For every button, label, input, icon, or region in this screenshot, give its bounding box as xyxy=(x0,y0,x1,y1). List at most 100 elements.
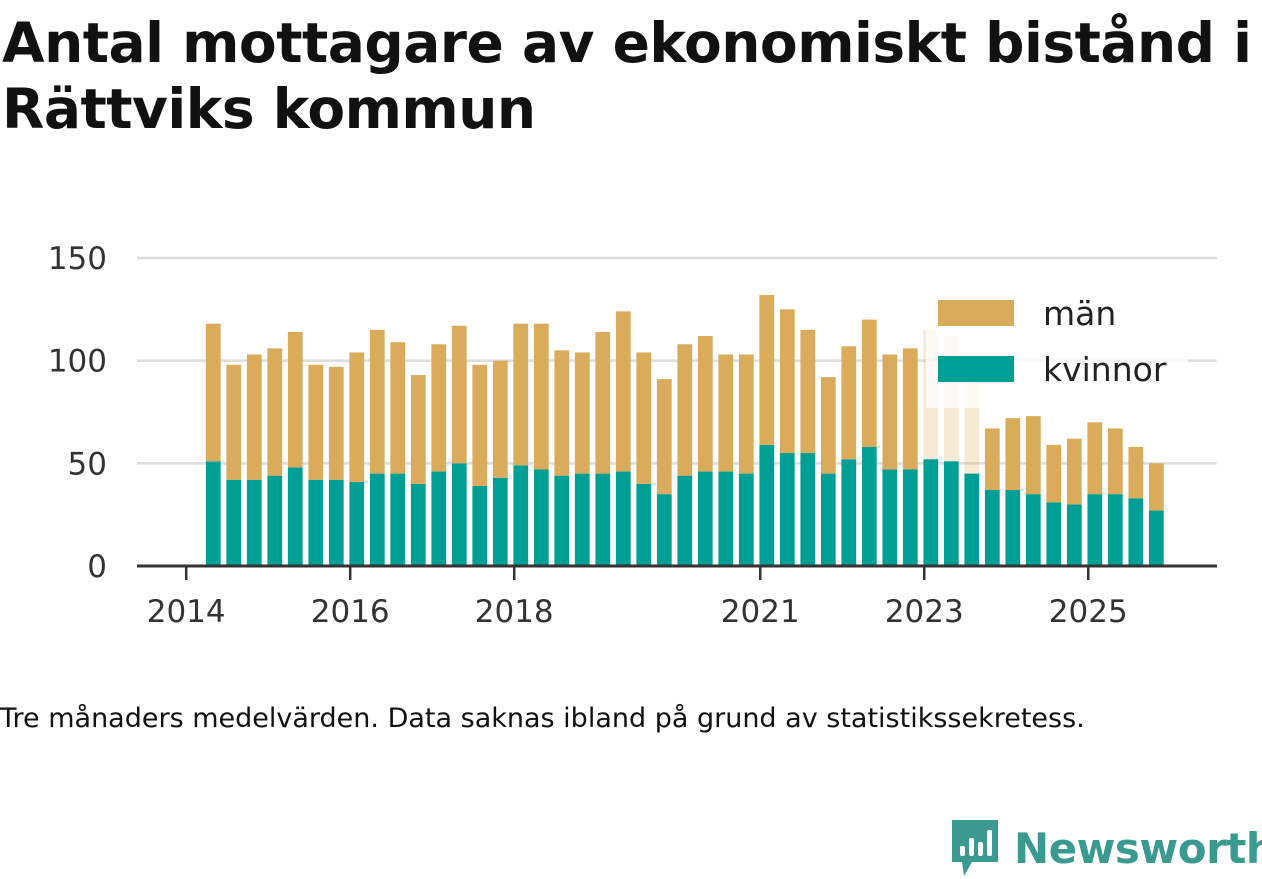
bar-kvinnor[interactable] xyxy=(328,479,344,566)
bar-man[interactable] xyxy=(1087,422,1103,495)
bar-kvinnor[interactable] xyxy=(308,479,324,566)
bar-kvinnor[interactable] xyxy=(923,459,939,566)
bar-kvinnor[interactable] xyxy=(390,473,406,566)
bar-kvinnor[interactable] xyxy=(1046,502,1062,566)
bar-kvinnor[interactable] xyxy=(697,471,713,566)
bar-man[interactable] xyxy=(1005,418,1021,491)
y-tick-label: 150 xyxy=(48,241,107,277)
bar-man[interactable] xyxy=(328,366,344,480)
bar-man[interactable] xyxy=(984,428,1000,491)
bar-man[interactable] xyxy=(820,377,836,474)
bar-man[interactable] xyxy=(369,329,385,474)
bar-man[interactable] xyxy=(800,329,816,454)
bar-man[interactable] xyxy=(246,354,262,480)
bar-kvinnor[interactable] xyxy=(882,469,898,566)
bar-man[interactable] xyxy=(615,311,631,472)
bar-man[interactable] xyxy=(718,354,734,472)
bar-man[interactable] xyxy=(738,354,754,474)
bar-kvinnor[interactable] xyxy=(574,473,590,566)
bar-kvinnor[interactable] xyxy=(1087,494,1103,566)
brand-logo[interactable]: Newsworthy xyxy=(950,818,1262,878)
bar-man[interactable] xyxy=(595,331,611,474)
bar-kvinnor[interactable] xyxy=(451,463,467,566)
bar-man[interactable] xyxy=(472,364,488,486)
bar-man[interactable] xyxy=(1107,428,1123,495)
bar-man[interactable] xyxy=(226,364,242,480)
bar-kvinnor[interactable] xyxy=(1025,494,1041,566)
bar-kvinnor[interactable] xyxy=(656,494,672,566)
bar-kvinnor[interactable] xyxy=(902,469,918,566)
bar-man[interactable] xyxy=(882,354,898,470)
bar-man[interactable] xyxy=(287,331,303,468)
bar-man[interactable] xyxy=(656,379,672,495)
bar-kvinnor[interactable] xyxy=(533,469,549,566)
bar-man[interactable] xyxy=(841,346,857,460)
bar-kvinnor[interactable] xyxy=(759,444,775,566)
bar-man[interactable] xyxy=(574,352,590,474)
bar-man[interactable] xyxy=(308,364,324,480)
newsworthy-logo-icon xyxy=(952,820,998,876)
bar-kvinnor[interactable] xyxy=(472,485,488,566)
bar-kvinnor[interactable] xyxy=(246,479,262,566)
y-tick-label: 0 xyxy=(87,549,107,585)
bar-kvinnor[interactable] xyxy=(287,467,303,566)
legend-label-man: män xyxy=(1043,294,1116,333)
bar-man[interactable] xyxy=(1025,416,1041,495)
bar-kvinnor[interactable] xyxy=(554,475,570,566)
bar-man[interactable] xyxy=(902,348,918,470)
bar-man[interactable] xyxy=(636,352,652,484)
bar-man[interactable] xyxy=(492,360,508,478)
bar-man[interactable] xyxy=(759,294,775,445)
bar-kvinnor[interactable] xyxy=(964,473,980,566)
bar-man[interactable] xyxy=(779,309,795,454)
bar-man[interactable] xyxy=(349,352,365,482)
bar-kvinnor[interactable] xyxy=(1005,490,1021,566)
bar-kvinnor[interactable] xyxy=(738,473,754,566)
bar-kvinnor[interactable] xyxy=(369,473,385,566)
bar-kvinnor[interactable] xyxy=(226,479,242,566)
bar-kvinnor[interactable] xyxy=(492,477,508,566)
bar-man[interactable] xyxy=(410,375,426,484)
bar-man[interactable] xyxy=(431,344,447,472)
bar-kvinnor[interactable] xyxy=(861,446,877,566)
bar-man[interactable] xyxy=(554,350,570,476)
bar-man[interactable] xyxy=(1148,463,1164,511)
legend-swatch-man xyxy=(938,300,1014,326)
brand-name: Newsworthy xyxy=(1014,823,1262,873)
bar-kvinnor[interactable] xyxy=(205,461,221,566)
bar-kvinnor[interactable] xyxy=(1148,510,1164,566)
bar-man[interactable] xyxy=(1046,444,1062,503)
bar-man[interactable] xyxy=(1128,446,1144,499)
bar-kvinnor[interactable] xyxy=(943,461,959,566)
bar-kvinnor[interactable] xyxy=(820,473,836,566)
bar-kvinnor[interactable] xyxy=(1128,498,1144,566)
bar-kvinnor[interactable] xyxy=(1066,504,1082,566)
bar-kvinnor[interactable] xyxy=(800,453,816,566)
bar-man[interactable] xyxy=(677,344,693,476)
bar-kvinnor[interactable] xyxy=(513,465,529,566)
bar-man[interactable] xyxy=(205,323,221,462)
bar-man[interactable] xyxy=(390,342,406,474)
bar-kvinnor[interactable] xyxy=(636,483,652,566)
bar-kvinnor[interactable] xyxy=(841,459,857,566)
bar-kvinnor[interactable] xyxy=(431,471,447,566)
bar-kvinnor[interactable] xyxy=(677,475,693,566)
x-tick-label: 2025 xyxy=(1049,594,1128,630)
bar-kvinnor[interactable] xyxy=(779,453,795,566)
bar-man[interactable] xyxy=(513,323,529,466)
bar-kvinnor[interactable] xyxy=(595,473,611,566)
legend: män kvinnor xyxy=(926,288,1188,408)
bar-man[interactable] xyxy=(697,336,713,472)
bar-kvinnor[interactable] xyxy=(718,471,734,566)
bar-man[interactable] xyxy=(533,323,549,470)
bar-kvinnor[interactable] xyxy=(984,490,1000,566)
bar-man[interactable] xyxy=(267,348,283,476)
bar-kvinnor[interactable] xyxy=(615,471,631,566)
bar-man[interactable] xyxy=(1066,438,1082,505)
bar-man[interactable] xyxy=(861,319,877,447)
bar-kvinnor[interactable] xyxy=(410,483,426,566)
bar-man[interactable] xyxy=(451,325,467,464)
bar-kvinnor[interactable] xyxy=(267,475,283,566)
bar-kvinnor[interactable] xyxy=(1107,494,1123,566)
bar-kvinnor[interactable] xyxy=(349,481,365,566)
